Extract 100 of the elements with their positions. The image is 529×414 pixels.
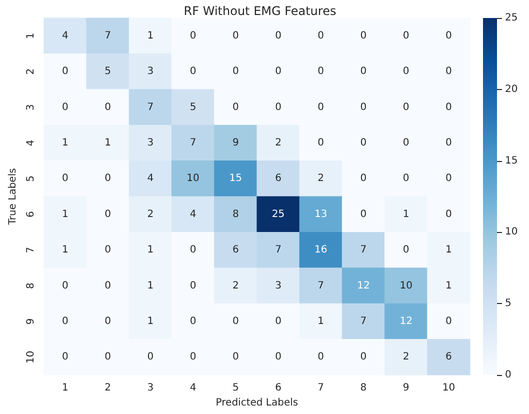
- data-label: 2: [275, 137, 282, 148]
- data-label: 0: [318, 102, 324, 113]
- data-label: 1: [147, 316, 154, 327]
- y-tick-label: 5: [25, 175, 36, 182]
- data-label: 0: [402, 66, 410, 78]
- data-label: 0: [104, 208, 112, 220]
- data-label: 0: [190, 352, 196, 363]
- data-label: 0: [104, 244, 112, 256]
- data-label: 5: [190, 102, 196, 113]
- data-label: 0: [104, 352, 112, 363]
- color-bar-label: 10: [505, 226, 518, 238]
- data-label: 4: [62, 30, 68, 42]
- data-label: 7: [318, 280, 324, 292]
- x-tick-label: 8: [360, 382, 367, 394]
- chart-title: RF Without EMG Features: [184, 4, 336, 18]
- data-label: 0: [360, 352, 367, 363]
- data-label: 1: [402, 208, 410, 220]
- data-label: 0: [232, 102, 239, 113]
- data-label: 0: [446, 208, 452, 220]
- data-label: 0: [446, 30, 452, 42]
- color-bar-label: 15: [505, 155, 518, 166]
- data-label: 0: [275, 30, 282, 42]
- data-label: 16: [314, 244, 328, 256]
- data-label: 2: [147, 208, 154, 220]
- y-tick-label: 9: [25, 318, 36, 325]
- data-label: 0: [360, 30, 367, 42]
- data-label: 0: [104, 280, 112, 292]
- data-label: 1: [318, 316, 324, 327]
- data-label: 10: [186, 173, 200, 184]
- data-label: 0: [62, 66, 68, 78]
- data-label: 0: [318, 30, 324, 42]
- color-bar-label: 25: [505, 12, 518, 24]
- data-label: 13: [314, 208, 328, 220]
- data-label: 0: [360, 173, 367, 184]
- color-bar-label: 0: [505, 370, 512, 380]
- y-tick-label: 2: [25, 68, 36, 75]
- data-label: 1: [62, 244, 68, 256]
- data-label: 0: [446, 66, 452, 78]
- data-label: 0: [446, 102, 452, 113]
- data-label: 0: [402, 30, 410, 42]
- y-tick-label: 7: [25, 246, 36, 254]
- data-label: 0: [275, 102, 282, 113]
- data-label: 0: [190, 30, 196, 42]
- data-label: 0: [446, 173, 452, 184]
- data-label: 0: [318, 352, 324, 363]
- data-label: 7: [360, 316, 367, 327]
- data-label: 0: [62, 352, 68, 363]
- data-label: 0: [147, 352, 154, 363]
- x-tick-label: 1: [62, 382, 68, 394]
- data-label: 1: [62, 208, 68, 220]
- data-label: 0: [446, 316, 452, 327]
- data-label: 0: [190, 280, 196, 292]
- data-label: 1: [104, 137, 112, 148]
- data-label: 3: [147, 66, 154, 78]
- x-axis-title: Predicted Labels: [216, 397, 298, 408]
- x-tick-label: 10: [442, 382, 456, 394]
- data-label: 4: [147, 173, 154, 184]
- y-tick-label: 10: [25, 350, 36, 364]
- data-label: 0: [275, 316, 282, 327]
- data-label: 0: [232, 66, 239, 78]
- data-label: 0: [190, 66, 196, 78]
- data-label: 7: [147, 102, 154, 113]
- data-label: 0: [232, 352, 239, 363]
- data-label: 0: [232, 30, 239, 42]
- data-label: 0: [360, 66, 367, 78]
- x-tick-label: 5: [232, 382, 239, 394]
- data-label: 0: [62, 102, 68, 113]
- data-label: 7: [104, 30, 112, 42]
- data-label: 12: [400, 316, 412, 327]
- data-label: 0: [275, 66, 282, 78]
- data-label: 0: [402, 173, 410, 184]
- data-label: 4: [190, 208, 196, 220]
- data-label: 0: [62, 316, 68, 327]
- x-tick-label: 9: [402, 382, 410, 394]
- data-label: 2: [318, 173, 324, 184]
- x-tick-label: 2: [104, 382, 112, 394]
- color-bar-label: 20: [505, 84, 518, 95]
- x-tick-label: 6: [275, 382, 282, 394]
- data-label: 0: [232, 316, 239, 327]
- data-label: 1: [147, 30, 154, 42]
- data-label: 1: [147, 244, 154, 256]
- y-tick-label: 3: [25, 104, 36, 110]
- data-label: 0: [360, 208, 367, 220]
- data-label: 15: [229, 173, 242, 184]
- data-label: 0: [190, 244, 196, 256]
- data-label: 1: [446, 280, 452, 292]
- data-label: 0: [402, 137, 410, 148]
- x-tick-label: 4: [190, 382, 196, 394]
- data-label: 0: [62, 173, 68, 184]
- data-label: 0: [104, 173, 112, 184]
- y-tick-label: 6: [25, 211, 36, 218]
- data-label: 7: [360, 244, 367, 256]
- data-label: 0: [446, 137, 452, 148]
- data-label: 0: [318, 137, 324, 148]
- data-label: 0: [318, 66, 324, 78]
- data-label: 10: [400, 280, 412, 292]
- color-bar-label: 5: [505, 298, 512, 310]
- data-label: 0: [104, 316, 112, 327]
- data-label: 0: [360, 137, 367, 148]
- data-label: 12: [357, 280, 370, 292]
